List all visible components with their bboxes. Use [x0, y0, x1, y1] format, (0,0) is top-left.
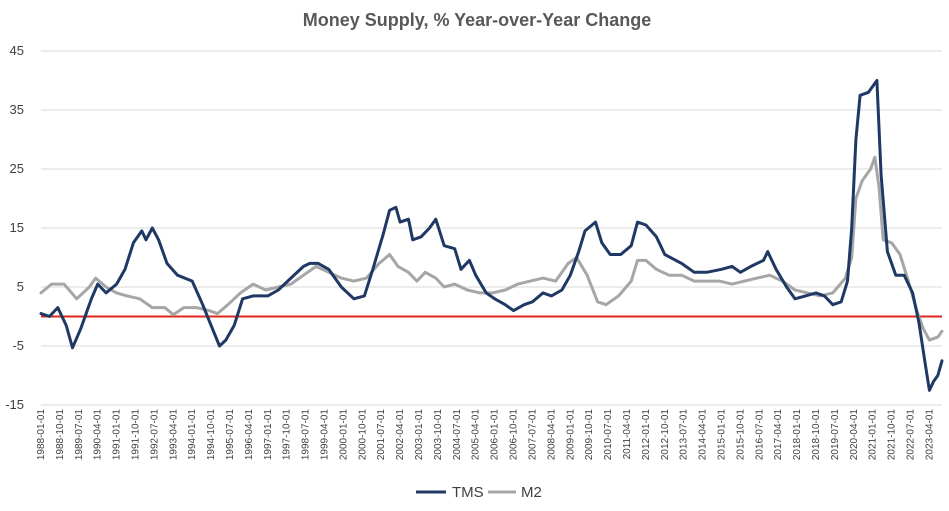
x-tick-label: 1993-04-01 — [168, 409, 179, 461]
x-tick-label: 2018-01-01 — [792, 409, 803, 461]
x-tick-label: 2000-01-01 — [338, 409, 349, 461]
x-tick-label: 1995-07-01 — [225, 409, 236, 461]
x-tick-label: 2012-01-01 — [641, 409, 652, 461]
x-tick-label: 1994-10-01 — [206, 409, 217, 461]
legend-label-tms: TMS — [452, 484, 484, 501]
x-tick-label: 2022-07-01 — [905, 409, 916, 461]
x-tick-label: 1992-07-01 — [149, 409, 160, 461]
x-tick-label: 2009-10-01 — [584, 409, 595, 461]
x-tick-label: 1997-01-01 — [263, 409, 274, 461]
x-tick-label: 1988-01-01 — [36, 409, 47, 461]
y-tick-label: 35 — [10, 102, 24, 117]
x-tick-label: 2004-07-01 — [452, 409, 463, 461]
x-tick-label: 2014-04-01 — [698, 409, 709, 461]
x-tick-label: 1991-01-01 — [112, 409, 123, 461]
x-tick-label: 2020-04-01 — [849, 409, 860, 461]
x-tick-label: 2005-04-01 — [471, 409, 482, 461]
y-tick-label: 15 — [10, 220, 24, 235]
x-tick-label: 2006-10-01 — [509, 409, 520, 461]
x-tick-label: 1998-07-01 — [301, 409, 312, 461]
y-tick-label: 5 — [17, 279, 24, 294]
x-tick-label: 2021-10-01 — [887, 409, 898, 461]
y-tick-label: 25 — [10, 161, 24, 176]
legend-label-m2: M2 — [521, 484, 542, 501]
x-tick-label: 2008-04-01 — [546, 409, 557, 461]
x-tick-label: 2012-10-01 — [660, 409, 671, 461]
x-tick-label: 2018-10-01 — [811, 409, 822, 461]
x-tick-label: 1989-07-01 — [74, 409, 85, 461]
y-tick-label: -15 — [5, 397, 24, 412]
x-axis-ticks: 1988-01-01 1988-10-01 1989-07-01 1990-04-01… — [36, 409, 935, 461]
x-tick-label: 2015-01-01 — [716, 409, 727, 461]
series-line-tms — [39, 79, 944, 392]
x-tick-label: 2017-04-01 — [773, 409, 784, 461]
x-tick-label: 2023-04-01 — [924, 409, 935, 461]
x-tick-label: 2013-07-01 — [679, 409, 690, 461]
chart-title: Money Supply, % Year-over-Year Change — [303, 10, 651, 30]
x-tick-label: 1991-10-01 — [131, 409, 142, 461]
x-tick-label: 2000-10-01 — [357, 409, 368, 461]
x-tick-label: 1990-04-01 — [93, 409, 104, 461]
x-tick-label: 1999-04-01 — [320, 409, 331, 461]
x-tick-label: 2019-07-01 — [830, 409, 841, 461]
y-tick-label: 45 — [10, 43, 24, 58]
x-tick-label: 2003-01-01 — [414, 409, 425, 461]
x-tick-label: 2006-01-01 — [490, 409, 501, 461]
y-tick-label: -5 — [12, 338, 24, 353]
y-axis-ticks: 45 35 25 15 5 -5 -15 — [5, 43, 24, 412]
series-line-m2 — [39, 155, 944, 342]
x-tick-label: 2002-04-01 — [395, 409, 406, 461]
x-tick-label: 2009-01-01 — [565, 409, 576, 461]
series-lines — [39, 79, 944, 392]
x-tick-label: 2021-01-01 — [868, 409, 879, 461]
x-tick-label: 2011-04-01 — [622, 409, 633, 460]
x-tick-label: 2003-10-01 — [433, 409, 444, 461]
x-tick-label: 2007-07-01 — [527, 409, 538, 461]
gridlines — [41, 50, 942, 406]
x-tick-label: 1996-04-01 — [244, 409, 255, 461]
x-tick-label: 2015-10-01 — [735, 409, 746, 461]
x-tick-label: 2010-07-01 — [603, 409, 614, 461]
x-tick-label: 2001-07-01 — [376, 409, 387, 461]
x-tick-label: 2016-07-01 — [754, 409, 765, 461]
x-tick-label: 1994-01-01 — [187, 409, 198, 461]
x-tick-label: 1988-10-01 — [55, 409, 66, 461]
legend: TMS M2 — [416, 484, 542, 501]
x-tick-label: 1997-10-01 — [282, 409, 293, 461]
